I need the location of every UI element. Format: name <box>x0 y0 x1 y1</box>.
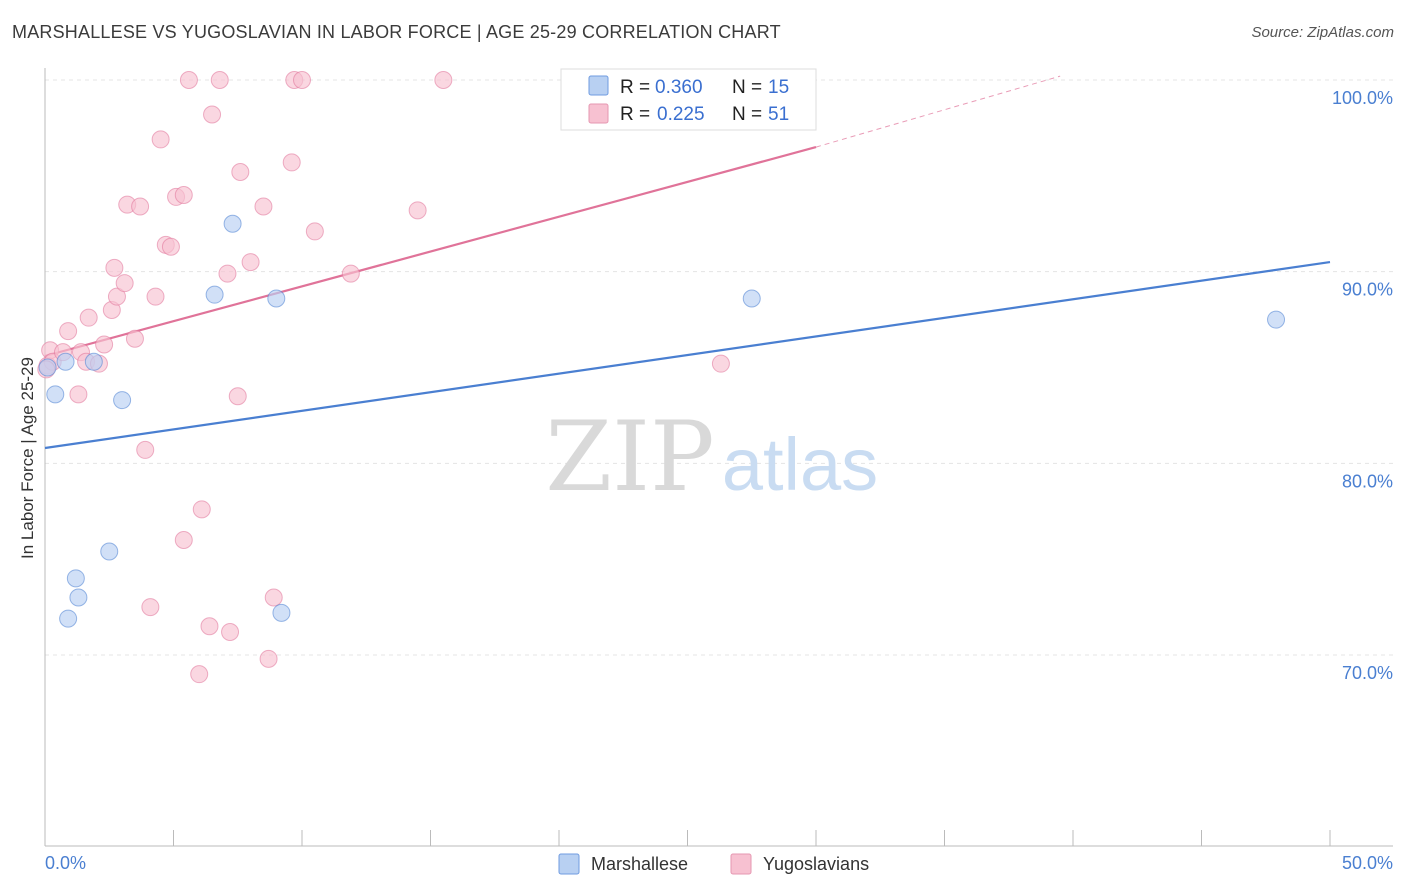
point-yugoslavians-13 <box>107 287 126 306</box>
legend-n-label-1: N = <box>732 77 762 98</box>
stats-legend: R = 0.360 N = 15 R = 0.225 N = 51 <box>560 68 817 131</box>
point-yugoslavians-27 <box>179 71 198 89</box>
point-yugoslavians-41 <box>282 153 301 172</box>
point-marshallese-1 <box>46 385 65 404</box>
point-marshallese-10 <box>205 285 224 304</box>
point-marshallese-8 <box>100 542 119 561</box>
x-axis-ticks <box>44 830 1331 846</box>
y-tick-label-70: 70.0% <box>1342 663 1393 683</box>
point-yugoslavians-4 <box>59 322 78 341</box>
point-yugoslavians-30 <box>200 617 219 636</box>
point-yugoslavians-16 <box>125 329 144 348</box>
y-tick-labels: 100.0% 90.0% 80.0% 70.0% <box>1332 88 1393 683</box>
legend-n-value-2: 51 <box>768 104 789 125</box>
series-legend-swatch-yugoslavians <box>730 853 752 875</box>
point-marshallese-4 <box>113 391 132 410</box>
point-yugoslavians-29 <box>192 500 211 519</box>
point-yugoslavians-26 <box>174 531 193 549</box>
point-marshallese-5 <box>66 569 85 588</box>
chart-title: MARSHALLESE VS YUGOSLAVIAN IN LABOR FORC… <box>12 22 781 42</box>
point-yugoslavians-40 <box>264 588 283 607</box>
point-yugoslavians-32 <box>210 71 229 89</box>
y-tick-label-100: 100.0% <box>1332 88 1393 108</box>
trend-line-marshallese <box>44 260 1331 450</box>
point-marshallese-12 <box>272 603 291 622</box>
legend-swatch-marshallese <box>588 75 609 96</box>
point-marshallese-2 <box>56 352 75 371</box>
point-yugoslavians-43 <box>293 71 311 89</box>
point-marshallese-9 <box>223 214 242 233</box>
point-marshallese-7 <box>59 609 78 628</box>
watermark: ZIP atlas <box>545 401 878 513</box>
source-credit: Source: ZipAtlas.com <box>1251 24 1394 41</box>
point-yugoslavians-36 <box>231 163 250 181</box>
legend-n-value-1: 15 <box>768 77 789 98</box>
legend-r-value-1: 0.360 <box>655 77 703 98</box>
point-yugoslavians-45 <box>341 264 360 283</box>
trend-line-extension-yugoslavians <box>815 75 1061 148</box>
trend-line-yugoslavians <box>44 146 817 358</box>
watermark-zip: ZIP <box>545 401 714 513</box>
point-yugoslavians-31 <box>203 105 222 124</box>
data-points <box>37 71 1286 684</box>
legend-r-label-1: R = <box>620 77 650 98</box>
series-legend-label-yugoslavians: Yugoslavians <box>763 854 869 874</box>
series-legend: Marshallese Yugoslavians <box>558 853 869 875</box>
point-yugoslavians-49 <box>711 354 730 373</box>
point-yugoslavians-5 <box>69 385 88 404</box>
point-yugoslavians-19 <box>141 598 160 617</box>
x-tick-label-max: 50.0% <box>1342 853 1393 873</box>
point-yugoslavians-39 <box>259 649 278 668</box>
point-yugoslavians-25 <box>174 186 193 204</box>
point-marshallese-3 <box>84 352 103 371</box>
point-marshallese-14 <box>1267 310 1286 329</box>
series-legend-label-marshallese: Marshallese <box>591 854 688 874</box>
point-yugoslavians-18 <box>136 440 155 459</box>
y-axis-title: In Labor Force | Age 25-29 <box>18 357 37 559</box>
x-tick-label-min: 0.0% <box>45 853 86 873</box>
watermark-atlas: atlas <box>722 423 878 506</box>
point-yugoslavians-21 <box>151 130 170 149</box>
point-yugoslavians-10 <box>95 335 114 354</box>
point-yugoslavians-34 <box>221 623 240 641</box>
point-yugoslavians-35 <box>228 387 247 406</box>
point-yugoslavians-17 <box>131 197 150 216</box>
point-yugoslavians-20 <box>146 287 165 306</box>
axes <box>44 68 1393 847</box>
point-yugoslavians-8 <box>79 308 98 327</box>
legend-n-label-2: N = <box>732 104 762 125</box>
trend-lines <box>44 75 1331 450</box>
point-marshallese-0 <box>38 358 57 377</box>
point-marshallese-11 <box>267 289 286 308</box>
legend-swatch-yugoslavians <box>588 103 609 124</box>
legend-r-value-2: 0.225 <box>657 104 705 125</box>
legend-r-label-2: R = <box>620 104 650 125</box>
point-yugoslavians-46 <box>408 201 427 220</box>
point-marshallese-6 <box>69 588 88 607</box>
point-yugoslavians-37 <box>241 253 260 272</box>
point-yugoslavians-47 <box>434 71 453 89</box>
point-yugoslavians-44 <box>305 222 324 241</box>
point-yugoslavians-23 <box>161 237 180 256</box>
series-legend-swatch-marshallese <box>558 853 580 875</box>
point-yugoslavians-38 <box>254 197 273 216</box>
point-marshallese-13 <box>742 289 761 308</box>
point-yugoslavians-28 <box>190 665 209 684</box>
point-yugoslavians-14 <box>115 274 134 293</box>
point-yugoslavians-12 <box>105 258 124 277</box>
point-yugoslavians-33 <box>218 264 237 283</box>
y-tick-label-80: 80.0% <box>1342 471 1393 491</box>
y-tick-label-90: 90.0% <box>1342 280 1393 300</box>
